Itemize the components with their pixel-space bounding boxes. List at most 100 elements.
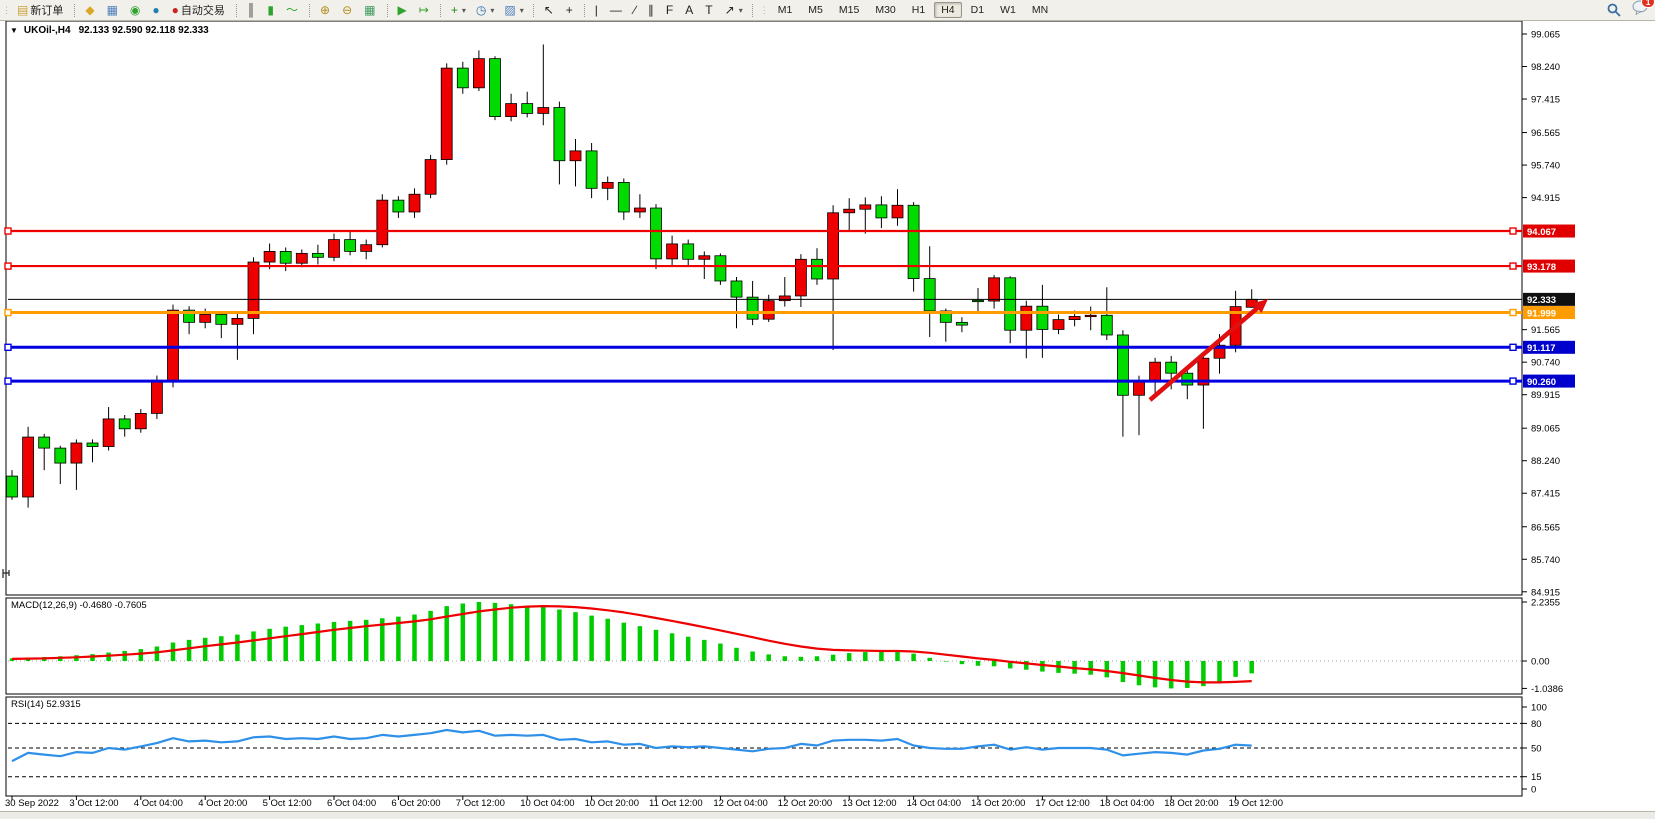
trendline-button[interactable]: ∕: [630, 1, 642, 20]
toolbar-separator: [751, 3, 754, 17]
bear-candle: [521, 103, 534, 114]
time-label: 14 Oct 04:00: [907, 798, 961, 809]
cursor-icon: ↖: [543, 3, 554, 17]
bull-candle: [102, 418, 115, 447]
bull-candle: [1213, 344, 1226, 359]
chart-shift-button[interactable]: ↦: [415, 1, 435, 20]
market-watch-button[interactable]: ◆: [81, 1, 100, 20]
bar-chart-button[interactable]: ║: [243, 1, 262, 20]
search-icon[interactable]: [1606, 2, 1622, 18]
channel-button[interactable]: ∥: [644, 1, 660, 20]
chevron-down-icon[interactable]: ▾: [519, 5, 524, 15]
vertical-line-icon: |: [594, 3, 598, 17]
navigator-button[interactable]: ◉: [126, 1, 146, 20]
price-badge-label: 94.067: [1527, 227, 1556, 238]
text-label-button[interactable]: T: [701, 1, 718, 20]
candlestick-chart-button[interactable]: ▮: [263, 1, 280, 20]
bear-candle: [553, 107, 566, 162]
bear-candle: [54, 447, 67, 464]
time-label: 6 Oct 04:00: [327, 798, 376, 809]
line-anchor-handle[interactable]: [1509, 227, 1517, 235]
price-tick-label: 88.240: [1531, 456, 1560, 467]
bull-candle: [22, 436, 35, 498]
bear-candle: [38, 436, 51, 449]
chevron-down-icon[interactable]: ▾: [461, 5, 466, 15]
templates-button[interactable]: ▨ ▾: [500, 1, 527, 20]
line-anchor-handle[interactable]: [1509, 308, 1517, 317]
new-chart-button[interactable]: + ▾: [447, 1, 470, 20]
cursor-button[interactable]: ↖: [540, 1, 560, 20]
line-anchor-handle[interactable]: [1509, 343, 1517, 352]
time-label: 3 Oct 12:00: [69, 798, 118, 809]
navigator-icon: ◉: [129, 3, 141, 17]
timeframe-button-M30[interactable]: M30: [875, 4, 896, 16]
time-label: 10 Oct 20:00: [585, 798, 639, 809]
trend-arrow[interactable]: [1148, 299, 1268, 402]
price-tick-label: 98.240: [1531, 62, 1560, 73]
bear-candle: [746, 296, 759, 320]
new-order-button[interactable]: ▤ 新订单: [13, 1, 69, 20]
bull-candle: [424, 159, 437, 195]
bull-candle: [1020, 305, 1033, 331]
tile-windows-button[interactable]: ▦: [360, 1, 381, 20]
tile-windows-icon: ▦: [364, 3, 376, 17]
timeframe-button-H4[interactable]: H4: [934, 2, 962, 18]
line-anchor-handle[interactable]: [1509, 262, 1517, 270]
macd-indicator-label: MACD(12,26,9) -0.4680 -0.7605: [11, 600, 147, 611]
text-button[interactable]: A: [681, 1, 699, 20]
line-anchor-handle[interactable]: [4, 377, 12, 385]
data-window-button[interactable]: ▦: [103, 1, 124, 20]
bull-candle: [440, 67, 453, 160]
line-chart-button[interactable]: ～: [282, 1, 304, 20]
line-anchor-handle[interactable]: [4, 343, 12, 352]
timeframe-button-H1[interactable]: H1: [911, 4, 926, 16]
timeframe-button-M1[interactable]: M1: [777, 4, 793, 16]
autotrading-button[interactable]: ● 自动交易: [168, 1, 231, 20]
bear-candle: [650, 207, 662, 260]
terminal-button[interactable]: ●: [148, 1, 165, 20]
vertical-line-button[interactable]: |: [591, 1, 604, 20]
chevron-down-icon[interactable]: ▾: [490, 5, 495, 15]
price-badge-label: 91.999: [1527, 308, 1556, 319]
arrows-icon: ↗: [724, 3, 735, 17]
price-badge: [1523, 292, 1575, 306]
timeframe-button-M5[interactable]: M5: [808, 4, 823, 16]
time-label: 4 Oct 20:00: [198, 798, 247, 809]
timeframe-button-D1[interactable]: D1: [970, 4, 985, 16]
line-anchor-handle[interactable]: [1509, 377, 1517, 385]
timeframe-button-M15[interactable]: M15: [838, 4, 860, 16]
period-clock-button[interactable]: ◷ ▾: [472, 1, 499, 20]
timeframe-button-MN[interactable]: MN: [1031, 4, 1049, 16]
bear-candle: [923, 278, 936, 312]
bear-candle: [1165, 361, 1178, 374]
price-tick-label: 90.740: [1531, 358, 1560, 369]
new-order-icon: ▤: [17, 3, 29, 17]
zoom-in-button[interactable]: ⊕: [316, 1, 336, 20]
bull-candle: [472, 58, 485, 89]
toolbar-separator: [439, 3, 442, 17]
timeframe-button-W1[interactable]: W1: [1000, 4, 1016, 16]
auto-scroll-icon: ▶: [397, 3, 407, 17]
channel-icon: ∥: [647, 3, 654, 17]
time-label: 17 Oct 12:00: [1035, 798, 1089, 809]
bull-candle: [134, 413, 147, 430]
chevron-down-icon[interactable]: ▾: [738, 5, 743, 15]
line-chart-icon: ～: [286, 3, 299, 17]
notifications-button[interactable]: 1: [1632, 0, 1655, 20]
toolbar-separator: [532, 3, 535, 17]
bull-candle: [601, 182, 614, 189]
auto-scroll-button[interactable]: ▶: [394, 1, 413, 20]
fibonacci-button[interactable]: F: [662, 1, 679, 20]
crosshair-button[interactable]: +: [562, 1, 579, 20]
zoom-out-button[interactable]: ⊖: [338, 1, 358, 20]
horizontal-line-button[interactable]: —: [606, 1, 628, 20]
text-label-icon: T: [705, 3, 713, 17]
line-anchor-handle[interactable]: [4, 308, 12, 317]
price-tick-label: 97.415: [1531, 95, 1560, 106]
line-anchor-handle[interactable]: [4, 262, 12, 270]
arrows-button[interactable]: ↗ ▾: [721, 1, 747, 20]
chart-collapse-icon[interactable]: ▼: [10, 26, 18, 35]
line-anchor-handle[interactable]: [4, 227, 12, 235]
bull-candle: [231, 318, 244, 325]
